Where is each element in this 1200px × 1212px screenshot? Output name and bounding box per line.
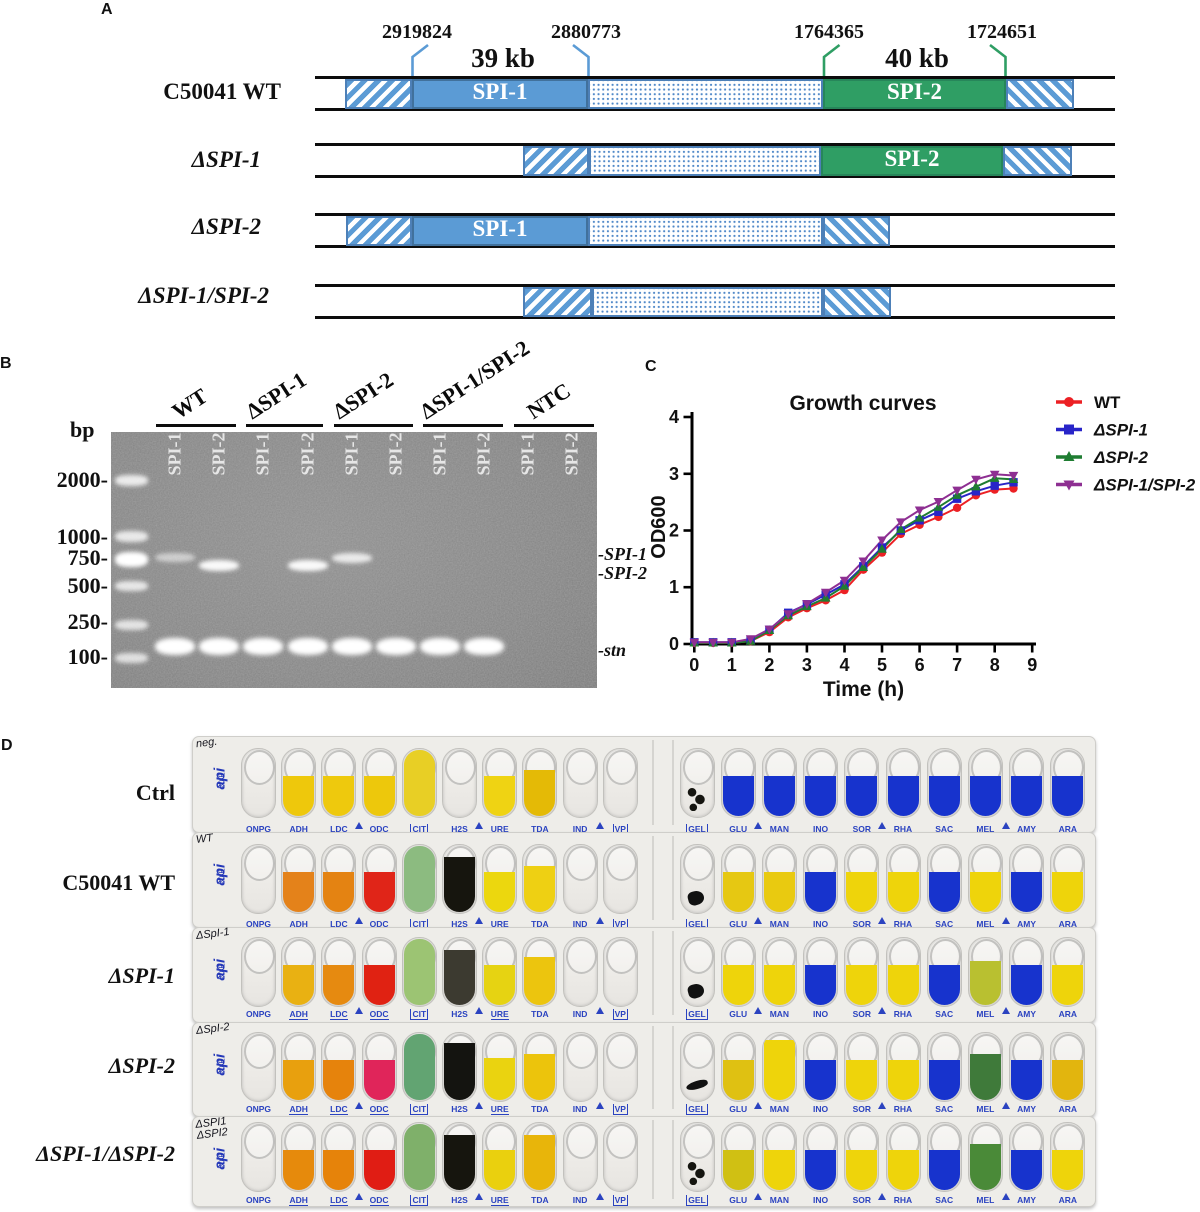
svg-text:3: 3 [802,655,812,675]
svg-text:0: 0 [689,655,699,675]
svg-text:Growth curves: Growth curves [789,392,936,415]
svg-text:Time (h): Time (h) [823,678,904,701]
svg-text:0: 0 [669,634,679,654]
svg-text:2: 2 [669,521,679,541]
svg-text:4: 4 [839,655,849,675]
svg-text:4: 4 [669,407,679,427]
svg-text:9: 9 [1027,655,1037,675]
svg-text:1: 1 [669,577,679,597]
svg-text:WT: WT [1094,393,1121,412]
svg-text:ΔSPI-1/SPI-2: ΔSPI-1/SPI-2 [1093,476,1196,495]
svg-text:OD600: OD600 [648,495,670,558]
svg-text:ΔSPI-2: ΔSPI-2 [1093,448,1148,467]
svg-text:2: 2 [764,655,774,675]
svg-text:6: 6 [915,655,925,675]
svg-text:7: 7 [952,655,962,675]
svg-text:8: 8 [990,655,1000,675]
svg-text:3: 3 [669,464,679,484]
svg-text:C: C [645,358,657,375]
svg-text:5: 5 [877,655,887,675]
svg-text:ΔSPI-1: ΔSPI-1 [1093,421,1148,440]
svg-text:1: 1 [727,655,737,675]
